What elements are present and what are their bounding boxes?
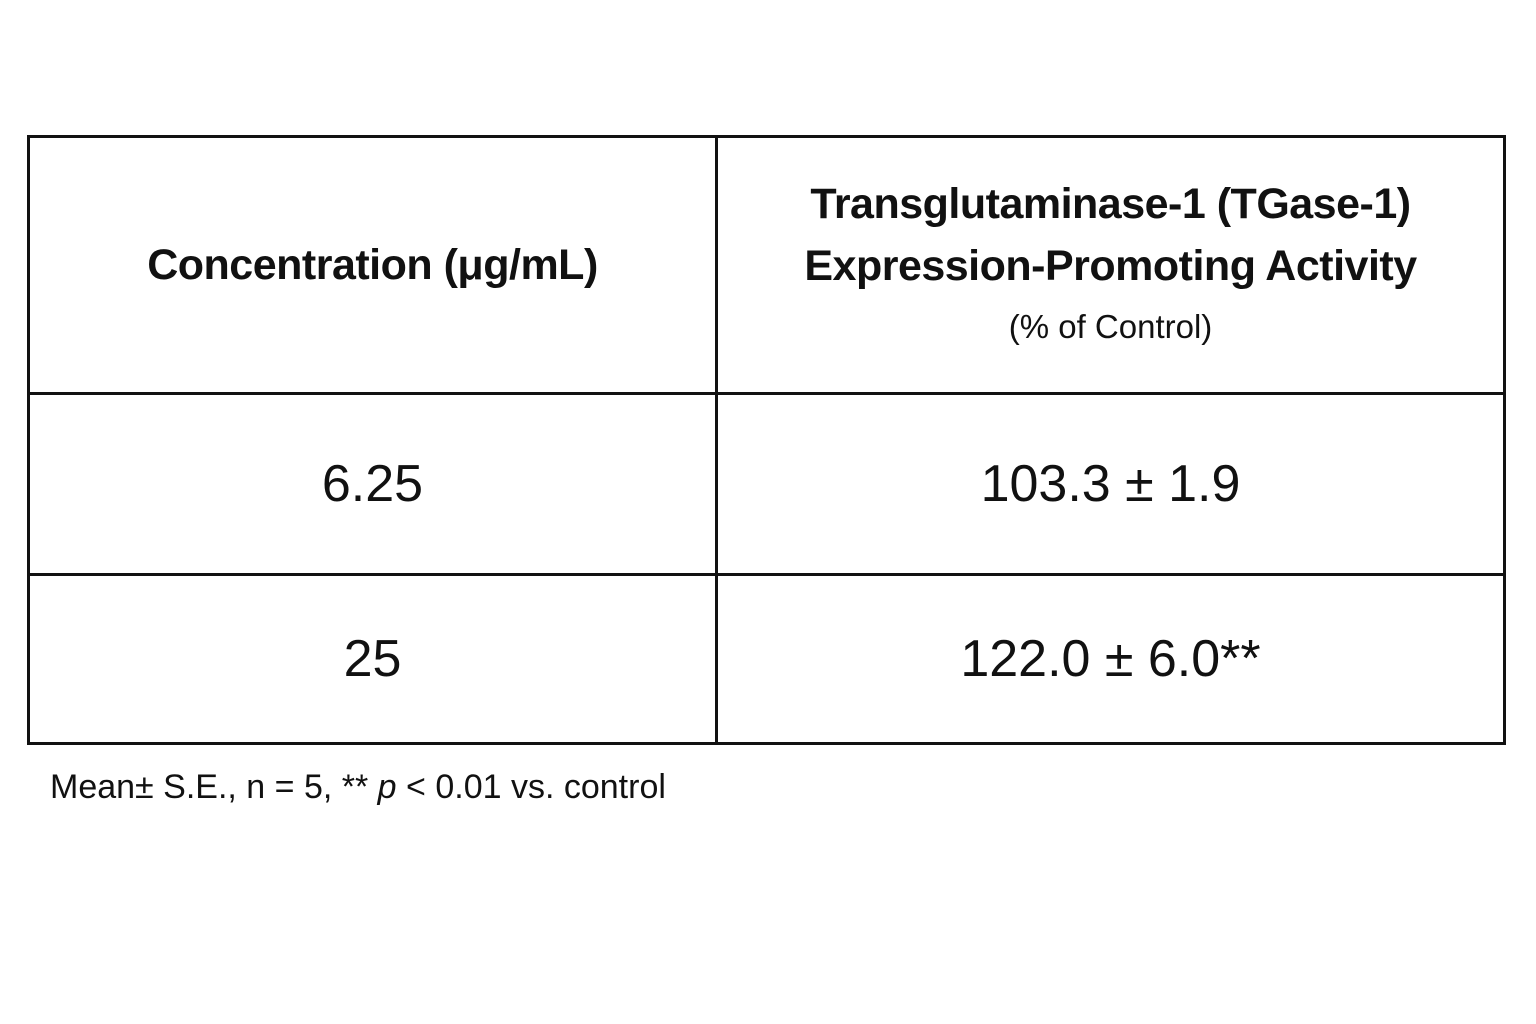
cell: 6.25 (30, 395, 715, 573)
footnote-text: < 0.01 vs. control (406, 768, 666, 806)
footnote-italic: p (377, 768, 397, 806)
cell-text: 25 (343, 630, 402, 688)
cell: 25 (30, 576, 715, 742)
footnote: Mean± S.E., n = 5, ** p < 0.01 vs. contr… (50, 768, 666, 807)
header-text: Transglutaminase-1 (TGase-1) (810, 180, 1411, 228)
header-text: Expression-Promoting Activity (804, 242, 1417, 290)
cell: 103.3 ± 1.9 (718, 395, 1503, 573)
column-divider (715, 138, 718, 742)
header-cell: Transglutaminase-1 (TGase-1) Expression-… (718, 138, 1503, 392)
cell: 122.0 ± 6.0** (718, 576, 1503, 742)
cell-text: 103.3 ± 1.9 (980, 455, 1241, 513)
row-divider (30, 392, 1503, 395)
header-cell: Concentration (μg/mL) (30, 138, 715, 392)
cell-text: 6.25 (321, 455, 424, 513)
row-divider (30, 573, 1503, 576)
header-text: Concentration (μg/mL) (147, 241, 598, 289)
cell-text: 122.0 ± 6.0** (960, 630, 1261, 688)
footnote-text: Mean± S.E., n = 5, ** (50, 768, 369, 806)
header-subtext: (% of Control) (1008, 308, 1213, 345)
table: Concentration (μg/mL) Transglutaminase-1… (27, 135, 1506, 745)
